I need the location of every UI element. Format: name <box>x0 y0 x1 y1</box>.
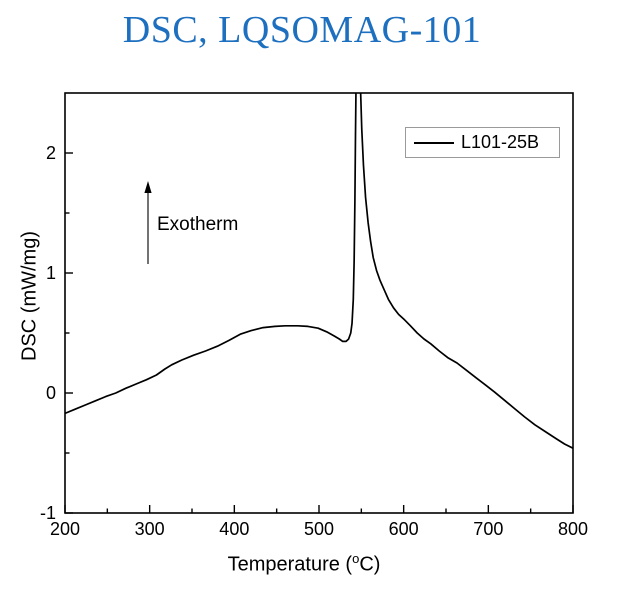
x-tick-label: 300 <box>134 519 165 539</box>
legend-box: L101-25B <box>405 127 560 158</box>
y-tick-label: 1 <box>45 263 56 283</box>
x-tick-label: 200 <box>49 519 81 539</box>
legend-line-sample-icon <box>414 141 454 144</box>
y-tick-label: -1 <box>39 503 56 523</box>
degree-symbol: o <box>352 551 360 566</box>
exotherm-annotation-label: Exotherm <box>157 214 239 235</box>
legend-entry-label: L101-25B <box>461 132 540 152</box>
x-axis-title-unit: C) <box>359 553 381 576</box>
exotherm-arrow-head-icon <box>144 181 152 193</box>
x-tick-label: 500 <box>303 519 335 539</box>
x-axis-title: Temperature (oC) <box>0 551 608 577</box>
x-tick-label: 800 <box>557 519 589 539</box>
x-tick-label: 700 <box>473 519 504 539</box>
dsc-curve <box>65 93 573 450</box>
y-tick-label: 2 <box>45 143 56 163</box>
chart-title: DSC, LQSOMAG-101 <box>122 9 482 51</box>
y-tick-label: 0 <box>45 383 56 403</box>
x-axis-title-text: Temperature ( <box>227 553 353 576</box>
x-tick-label: 600 <box>388 519 419 539</box>
y-axis-title: DSC (mW/mg) <box>18 231 41 361</box>
x-tick-label: 400 <box>219 519 250 539</box>
